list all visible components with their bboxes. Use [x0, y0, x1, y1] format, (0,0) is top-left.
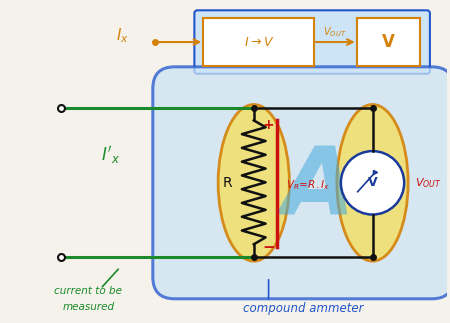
Text: −: − — [262, 240, 275, 255]
Text: $V_{OUT}$: $V_{OUT}$ — [415, 176, 442, 190]
Text: $I_x$: $I_x$ — [116, 27, 129, 46]
Circle shape — [341, 151, 404, 214]
Text: $V_R\!=\!R.I_x$: $V_R\!=\!R.I_x$ — [286, 178, 330, 192]
Text: measured: measured — [63, 302, 115, 312]
Text: compound ammeter: compound ammeter — [243, 302, 364, 315]
FancyBboxPatch shape — [194, 10, 430, 74]
Text: A: A — [282, 144, 355, 236]
Text: $I'_x$: $I'_x$ — [101, 144, 120, 166]
Text: V: V — [368, 176, 377, 189]
Ellipse shape — [337, 105, 408, 261]
FancyBboxPatch shape — [357, 18, 420, 66]
Text: V: V — [382, 33, 395, 51]
Text: current to be: current to be — [54, 286, 122, 296]
Text: R: R — [222, 176, 232, 190]
Ellipse shape — [218, 105, 289, 261]
FancyBboxPatch shape — [203, 18, 314, 66]
Text: +: + — [263, 118, 274, 132]
Text: $I \rightarrow V$: $I \rightarrow V$ — [243, 36, 274, 48]
FancyBboxPatch shape — [153, 67, 450, 299]
Text: $V_{OUT}$: $V_{OUT}$ — [323, 25, 346, 39]
